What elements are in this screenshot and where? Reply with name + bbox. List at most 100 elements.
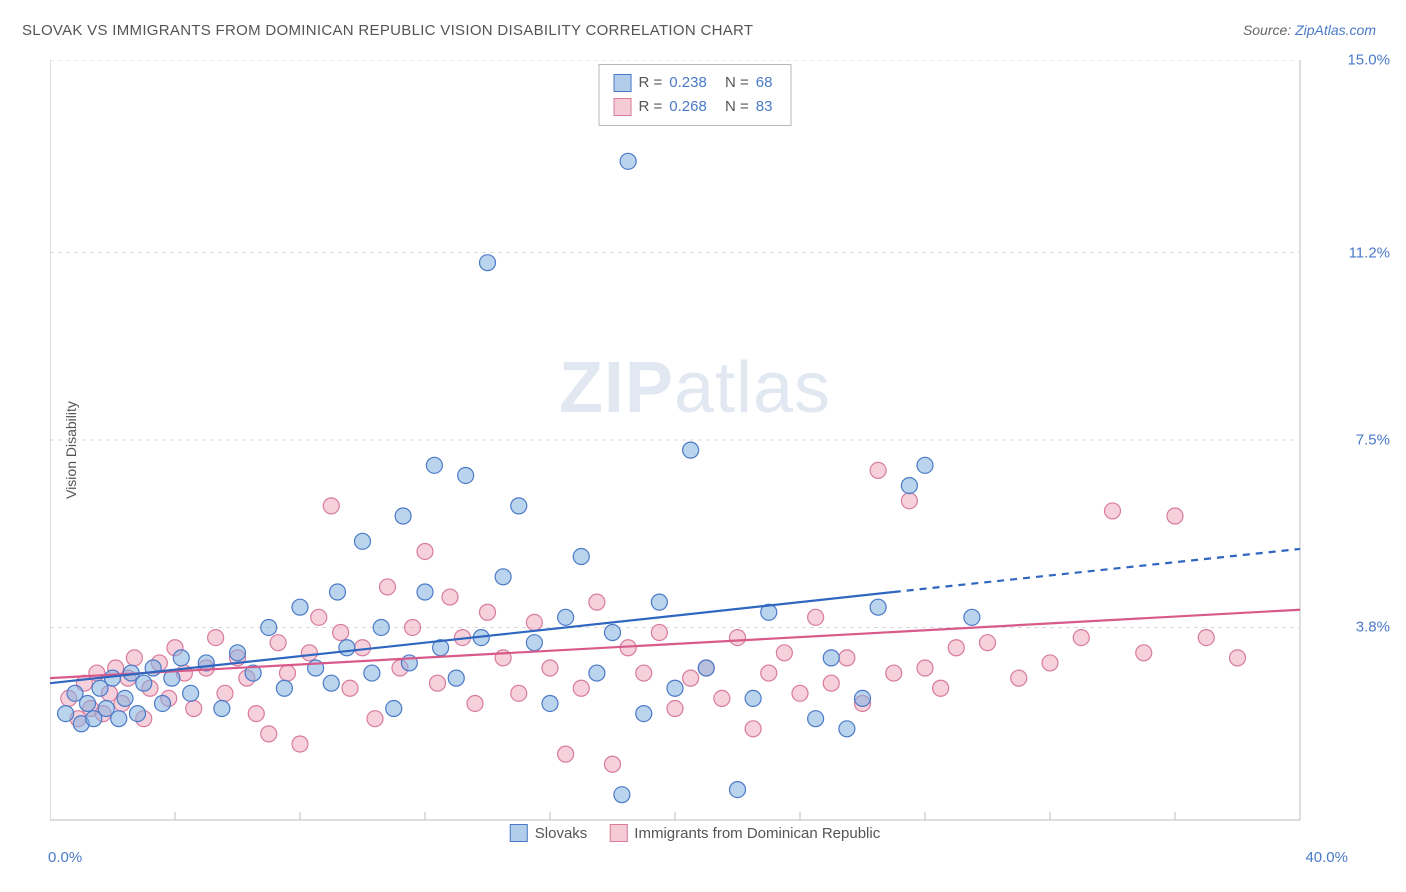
scatter-point-a <box>589 665 605 681</box>
scatter-point-b <box>511 685 527 701</box>
scatter-point-a <box>458 467 474 483</box>
scatter-point-b <box>573 680 589 696</box>
r-value-a: 0.238 <box>669 71 707 95</box>
scatter-point-b <box>1167 508 1183 524</box>
scatter-point-a <box>526 635 542 651</box>
scatter-point-a <box>276 680 292 696</box>
scatter-point-a <box>292 599 308 615</box>
scatter-point-a <box>130 706 146 722</box>
scatter-point-b <box>823 675 839 691</box>
y-tick-label: 3.8% <box>1356 619 1390 636</box>
scatter-point-a <box>183 685 199 701</box>
scatter-point-b <box>208 630 224 646</box>
scatter-point-b <box>808 609 824 625</box>
scatter-point-a <box>917 457 933 473</box>
scatter-point-b <box>730 630 746 646</box>
correlation-legend: R = 0.238 N = 68 R = 0.268 N = 83 <box>599 64 792 126</box>
scatter-point-b <box>186 701 202 717</box>
scatter-point-b <box>367 711 383 727</box>
trend-line-b <box>50 610 1300 678</box>
x-axis-max-label: 40.0% <box>1305 849 1348 866</box>
scatter-point-b <box>651 625 667 641</box>
scatter-point-b <box>933 680 949 696</box>
scatter-point-b <box>280 665 296 681</box>
legend-label-b: Immigrants from Dominican Republic <box>634 825 880 842</box>
legend-label-a: Slovaks <box>535 825 588 842</box>
scatter-point-b <box>948 640 964 656</box>
scatter-point-a <box>355 533 371 549</box>
scatter-point-a <box>683 442 699 458</box>
scatter-point-a <box>58 706 74 722</box>
scatter-point-a <box>651 594 667 610</box>
scatter-point-a <box>364 665 380 681</box>
scatter-point-a <box>373 619 389 635</box>
scatter-point-b <box>1230 650 1246 666</box>
scatter-point-a <box>620 153 636 169</box>
swatch-pink-icon <box>614 98 632 116</box>
scatter-point-b <box>217 685 233 701</box>
source-link[interactable]: ZipAtlas.com <box>1295 22 1376 38</box>
scatter-point-b <box>870 462 886 478</box>
scatter-point-b <box>761 665 777 681</box>
n-value-a: 68 <box>756 71 773 95</box>
n-value-b: 83 <box>756 95 773 119</box>
chart-source: Source: ZipAtlas.com <box>1243 22 1376 38</box>
chart-title: SLOVAK VS IMMIGRANTS FROM DOMINICAN REPU… <box>22 22 753 39</box>
scatter-point-b <box>270 635 286 651</box>
swatch-blue-icon <box>614 74 632 92</box>
y-tick-label: 7.5% <box>1356 432 1390 449</box>
scatter-point-a <box>111 711 127 727</box>
scatter-point-b <box>248 706 264 722</box>
scatter-point-b <box>126 650 142 666</box>
legend-item-b: Immigrants from Dominican Republic <box>609 824 880 842</box>
scatter-point-a <box>330 584 346 600</box>
r-value-b: 0.268 <box>669 95 707 119</box>
scatter-point-a <box>605 625 621 641</box>
scatter-point-b <box>605 756 621 772</box>
y-tick-label: 15.0% <box>1347 52 1390 69</box>
scatter-point-a <box>339 640 355 656</box>
scatter-point-a <box>667 680 683 696</box>
scatter-point-a <box>964 609 980 625</box>
n-label-b: N = <box>725 95 749 119</box>
legend-swatch-blue-icon <box>510 824 528 842</box>
scatter-point-a <box>511 498 527 514</box>
scatter-point-b <box>430 675 446 691</box>
scatter-point-a <box>745 690 761 706</box>
corr-row-b: R = 0.268 N = 83 <box>614 95 773 119</box>
scatter-point-b <box>558 746 574 762</box>
scatter-point-a <box>901 478 917 494</box>
scatter-point-b <box>542 660 558 676</box>
scatter-point-a <box>136 675 152 691</box>
scatter-point-a <box>823 650 839 666</box>
scatter-point-a <box>870 599 886 615</box>
scatter-point-b <box>776 645 792 661</box>
scatter-point-a <box>448 670 464 686</box>
scatter-point-b <box>292 736 308 752</box>
trend-line-a-dash <box>894 549 1300 592</box>
scatter-point-b <box>261 726 277 742</box>
scatter-point-b <box>526 614 542 630</box>
scatter-point-b <box>1073 630 1089 646</box>
scatter-point-b <box>589 594 605 610</box>
scatter-point-a <box>80 695 96 711</box>
scatter-point-a <box>730 782 746 798</box>
scatter-point-b <box>745 721 761 737</box>
r-label-a: R = <box>639 71 663 95</box>
scatter-point-a <box>573 549 589 565</box>
scatter-point-a <box>426 457 442 473</box>
scatter-point-b <box>323 498 339 514</box>
scatter-point-b <box>1042 655 1058 671</box>
scatter-point-a <box>558 609 574 625</box>
scatter-point-b <box>380 579 396 595</box>
scatter-point-b <box>301 645 317 661</box>
source-prefix: Source: <box>1243 22 1295 38</box>
scatter-point-b <box>636 665 652 681</box>
corr-row-a: R = 0.238 N = 68 <box>614 71 773 95</box>
scatter-point-b <box>467 695 483 711</box>
scatter-point-b <box>667 701 683 717</box>
x-axis-min-label: 0.0% <box>48 849 82 866</box>
scatter-point-b <box>1011 670 1027 686</box>
n-label-a: N = <box>725 71 749 95</box>
scatter-point-b <box>714 690 730 706</box>
